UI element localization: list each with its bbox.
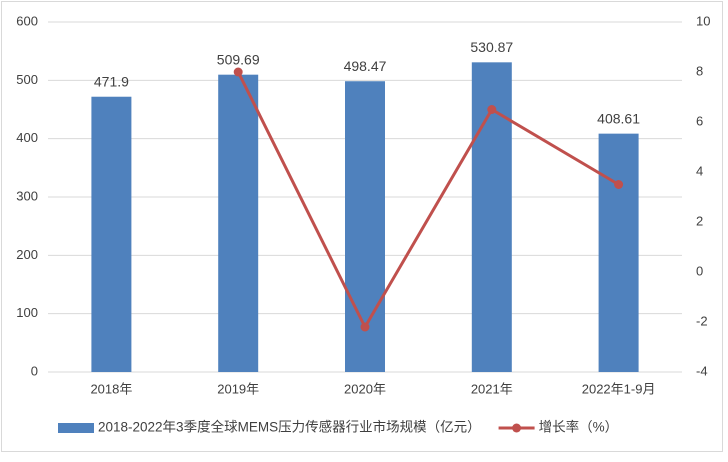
value-label: 530.87: [470, 39, 513, 55]
line-point: [487, 105, 497, 114]
value-label: 408.61: [597, 110, 640, 126]
y2-tick-label: 10: [696, 13, 710, 28]
line: [236, 71, 620, 331]
y2-tick-label: -2: [696, 313, 708, 328]
value-label: 509.69: [217, 51, 260, 67]
y2-tick-label: 8: [696, 63, 703, 78]
value-label: 498.47: [344, 58, 387, 74]
legend-label: 增长率（%）: [539, 419, 619, 435]
y-tick-label: 100: [16, 305, 38, 320]
x-tick-label: 2021年: [471, 381, 513, 396]
legend-swatch: [58, 423, 94, 433]
x-tick-label: 2022年1-9月: [582, 381, 656, 396]
y2-tick-label: 4: [696, 163, 703, 178]
x-tick-label: 2020年: [344, 381, 386, 396]
bar: [218, 74, 259, 372]
y2-tick-label: 2: [696, 213, 703, 228]
y-tick-label: 600: [16, 13, 38, 28]
y-tick-label: 400: [16, 130, 38, 145]
y-tick-label: 200: [16, 247, 38, 262]
x-tick-label: 2018年: [90, 381, 132, 396]
x-tick-label: 2019年: [217, 381, 259, 396]
value-label: 471.9: [94, 73, 129, 89]
y2-tick-label: 0: [696, 263, 703, 278]
y-tick-label: 500: [16, 72, 38, 87]
y2-tick-label: 6: [696, 113, 703, 128]
y-tick-label: 0: [31, 363, 38, 378]
y-tick-label: 300: [16, 188, 38, 203]
legend-swatch-marker: [512, 423, 522, 433]
bar: [598, 133, 639, 372]
legend-label: 2018-2022年3季度全球MEMS压力传感器行业市场规模（亿元）: [98, 419, 481, 435]
line-point: [233, 67, 243, 77]
line-point: [614, 180, 624, 189]
y2-tick-label: -4: [696, 363, 708, 378]
line-point: [360, 322, 370, 332]
bar: [91, 96, 132, 372]
